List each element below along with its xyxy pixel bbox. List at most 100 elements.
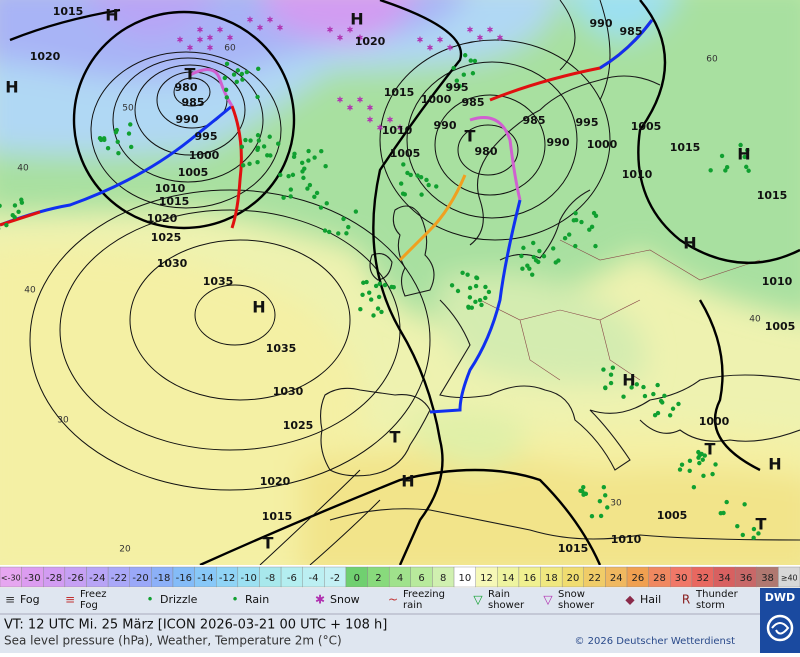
logo-text: DWD: [765, 591, 795, 604]
graticule-label: 30: [610, 499, 622, 509]
rain-symbol: [241, 163, 245, 167]
scale-label: 28: [653, 573, 666, 584]
snow-symbol: ✱: [267, 16, 274, 25]
rain-symbol: [371, 313, 375, 317]
scale-label: -14: [197, 573, 213, 584]
rain-symbol: [426, 183, 430, 187]
pressure-label: 1000: [421, 93, 452, 106]
rain-symbol: [692, 485, 696, 489]
pressure-label: 1015: [262, 510, 293, 523]
pressure-label: 985: [462, 96, 485, 109]
pressure-label: 1010: [611, 533, 642, 546]
rain-symbol: [358, 307, 362, 311]
rain-symbol: [592, 211, 596, 215]
rain-symbol: [468, 295, 472, 299]
pressure-label: 1000: [699, 415, 730, 428]
pressure-label: 1015: [558, 542, 589, 555]
rain-symbol: [225, 62, 229, 66]
pressure-label: 1025: [283, 419, 314, 432]
rain-symbol: [289, 187, 293, 191]
graticule-label: 50: [122, 104, 134, 114]
pressure-label: 990: [547, 136, 570, 149]
copyright: © 2026 Deutscher Wetterdienst: [574, 636, 735, 647]
snow-symbol: ✱: [207, 34, 214, 43]
rain-symbol: [537, 249, 541, 253]
rain-symbol: [573, 211, 577, 215]
rain-symbol: [471, 71, 475, 75]
scale-label: 4: [397, 573, 403, 584]
rain-symbol: [581, 485, 585, 489]
rain-symbol: [579, 220, 583, 224]
rain-symbol: [603, 493, 607, 497]
description: Sea level pressure (hPa), Weather, Tempe…: [4, 634, 342, 648]
rain-symbol: [742, 502, 746, 506]
scale-label: 26: [631, 573, 644, 584]
pressure-label: 1010: [622, 168, 653, 181]
scale-label: 38: [761, 573, 774, 584]
pressure-label: 995: [576, 116, 599, 129]
rain-symbol: [327, 230, 331, 234]
scale-label: <-30: [1, 574, 21, 583]
rain-symbol: [746, 169, 750, 173]
rain-symbol: [99, 138, 103, 142]
rain-symbol: [668, 413, 672, 417]
rain-symbol: [601, 367, 605, 371]
rain-symbol: [478, 298, 482, 302]
rain-symbol: [281, 195, 285, 199]
low-marker: T: [390, 428, 401, 447]
scale-label: 32: [696, 573, 709, 584]
rain-symbol: [419, 192, 423, 196]
graticule-label: 60: [706, 55, 718, 65]
pressure-label: 990: [434, 119, 457, 132]
snow-symbol: ✱: [257, 24, 264, 33]
scale-label: 10: [458, 573, 471, 584]
graticule-label: 20: [119, 545, 131, 555]
rain-symbol: [288, 194, 292, 198]
scale-label: -8: [265, 573, 275, 584]
weather-icon: •: [231, 593, 238, 607]
rain-symbol: [399, 181, 403, 185]
rain-symbol: [741, 533, 745, 537]
pressure-label: 1015: [53, 5, 84, 18]
snow-symbol: ✱: [327, 26, 334, 35]
rain-symbol: [708, 168, 712, 172]
pressure-label: 1005: [765, 320, 796, 333]
rain-symbol: [567, 232, 571, 236]
rain-symbol: [599, 514, 603, 518]
rain-symbol: [519, 254, 523, 258]
snow-symbol: ✱: [447, 44, 454, 53]
weather-icon: •: [146, 593, 153, 607]
rain-symbol: [240, 72, 244, 76]
rain-symbol: [374, 284, 378, 288]
pressure-label: 1015: [757, 189, 788, 202]
rain-symbol: [662, 394, 666, 398]
rain-symbol: [563, 236, 567, 240]
rain-symbol: [720, 154, 724, 158]
scale-label: -10: [240, 573, 256, 584]
temperature-scale: <-30-30-28-26-24-22-20-18-16-14-12-10-8-…: [0, 567, 800, 587]
low-marker: T: [705, 440, 716, 459]
scale-label: -26: [68, 573, 84, 584]
rain-symbol: [593, 244, 597, 248]
rain-symbol: [521, 246, 525, 250]
rain-symbol: [248, 138, 252, 142]
rain-symbol: [603, 385, 607, 389]
high-marker: H: [350, 10, 363, 29]
pressure-label: 1005: [631, 120, 662, 133]
rain-symbol: [323, 164, 327, 168]
rain-symbol: [127, 131, 131, 135]
pressure-label: 1005: [178, 166, 209, 179]
rain-symbol: [473, 59, 477, 63]
rain-symbol: [474, 284, 478, 288]
rain-symbol: [315, 191, 319, 195]
rain-symbol: [659, 399, 663, 403]
snow-symbol: ✱: [497, 34, 504, 43]
rain-symbol: [301, 176, 305, 180]
pressure-label: 1035: [203, 275, 234, 288]
rain-symbol: [680, 462, 684, 466]
graticule-label: 40: [749, 315, 761, 325]
scale-label: 24: [610, 573, 623, 584]
rain-symbol: [530, 272, 534, 276]
graticule-label: 40: [17, 164, 29, 174]
weather-legend-label: Hail: [640, 593, 661, 606]
